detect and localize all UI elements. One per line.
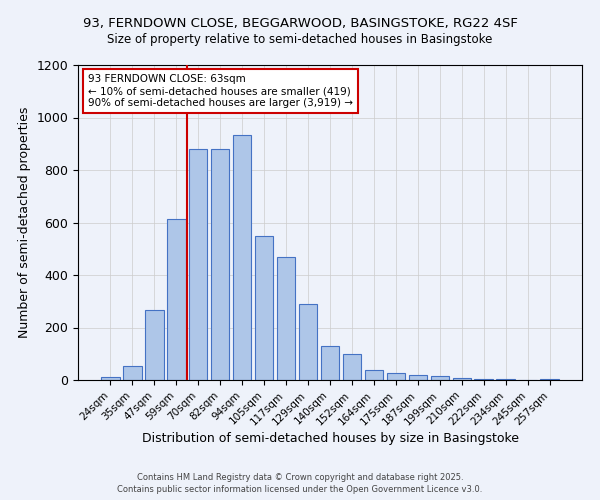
Bar bbox=[189, 149, 208, 380]
Bar bbox=[452, 378, 471, 380]
Bar bbox=[123, 366, 142, 380]
Bar bbox=[233, 134, 251, 380]
Bar bbox=[211, 149, 229, 380]
Bar bbox=[299, 304, 317, 380]
X-axis label: Distribution of semi-detached houses by size in Basingstoke: Distribution of semi-detached houses by … bbox=[142, 432, 518, 445]
Text: Size of property relative to semi-detached houses in Basingstoke: Size of property relative to semi-detach… bbox=[107, 32, 493, 46]
Bar bbox=[475, 379, 493, 380]
Bar bbox=[541, 378, 559, 380]
Bar bbox=[167, 218, 185, 380]
Text: 93, FERNDOWN CLOSE, BEGGARWOOD, BASINGSTOKE, RG22 4SF: 93, FERNDOWN CLOSE, BEGGARWOOD, BASINGST… bbox=[83, 18, 517, 30]
Bar bbox=[386, 374, 405, 380]
Bar bbox=[409, 376, 427, 380]
Bar bbox=[101, 378, 119, 380]
Bar bbox=[277, 256, 295, 380]
Bar bbox=[255, 236, 274, 380]
Text: Contains public sector information licensed under the Open Government Licence v3: Contains public sector information licen… bbox=[118, 485, 482, 494]
Text: 93 FERNDOWN CLOSE: 63sqm
← 10% of semi-detached houses are smaller (419)
90% of : 93 FERNDOWN CLOSE: 63sqm ← 10% of semi-d… bbox=[88, 74, 353, 108]
Bar bbox=[343, 354, 361, 380]
Bar bbox=[431, 376, 449, 380]
Bar bbox=[365, 370, 383, 380]
Bar bbox=[145, 310, 164, 380]
Bar bbox=[320, 346, 340, 380]
Text: Contains HM Land Registry data © Crown copyright and database right 2025.: Contains HM Land Registry data © Crown c… bbox=[137, 472, 463, 482]
Y-axis label: Number of semi-detached properties: Number of semi-detached properties bbox=[18, 107, 31, 338]
